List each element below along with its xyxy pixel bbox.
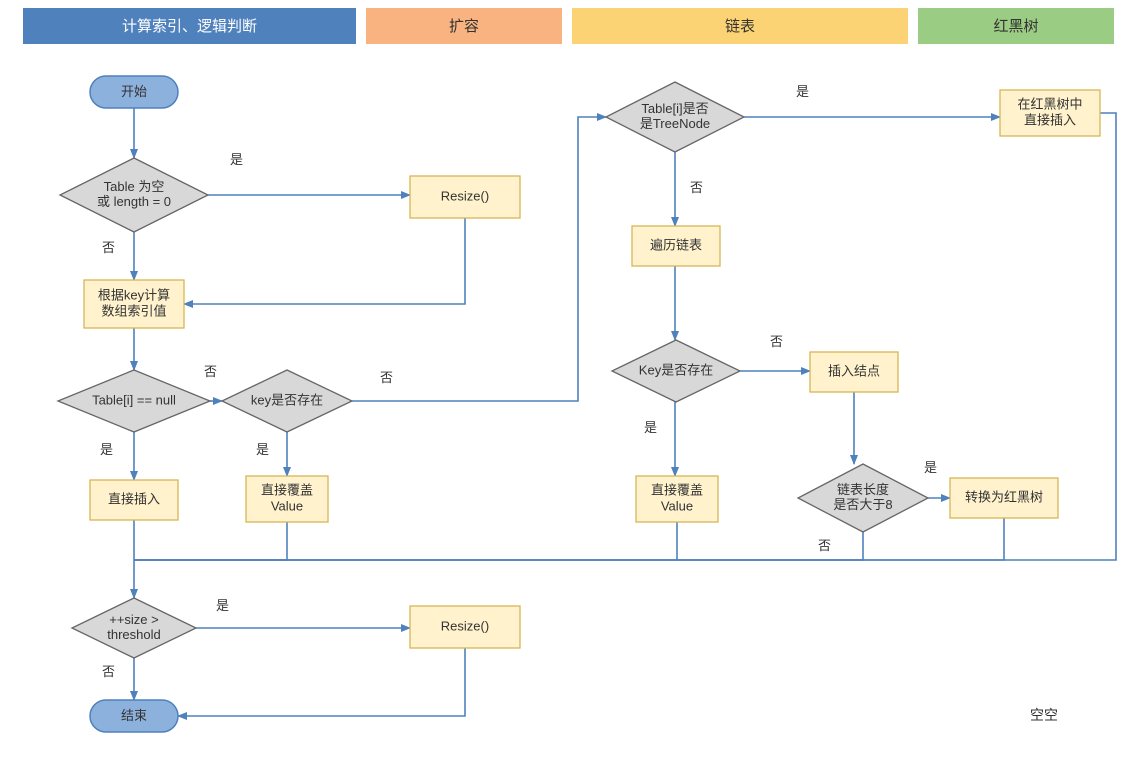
svg-text:遍历链表: 遍历链表 — [650, 238, 702, 253]
svg-text:结束: 结束 — [121, 708, 147, 723]
node-p_rbins: 在红黑树中直接插入 — [1000, 90, 1100, 136]
svg-text:数组索引值: 数组索引值 — [101, 304, 166, 319]
edge-label: 否 — [380, 370, 393, 385]
edge-label: 否 — [690, 180, 703, 195]
node-p_insert: 直接插入 — [90, 480, 178, 520]
svg-text:是否大于8: 是否大于8 — [833, 497, 892, 512]
svg-text:Table[i]是否: Table[i]是否 — [641, 101, 708, 116]
svg-text:直接插入: 直接插入 — [1024, 113, 1076, 128]
svg-text:++size >: ++size > — [109, 612, 159, 627]
svg-text:根据key计算: 根据key计算 — [98, 287, 170, 302]
edge-label: 是 — [216, 598, 229, 613]
node-d_null: Table[i] == null — [58, 370, 210, 432]
edge-label: 否 — [770, 334, 783, 349]
flow-edge — [134, 522, 287, 560]
flow-edge — [134, 532, 863, 560]
flow-edge — [184, 218, 465, 304]
svg-text:在红黑树中: 在红黑树中 — [1017, 96, 1082, 111]
node-p_over1: 直接覆盖 Value — [246, 476, 328, 522]
svg-text:Table 为空: Table 为空 — [104, 179, 165, 194]
lane-header-label: 红黑树 — [993, 18, 1038, 35]
watermark-text: 空空 — [1030, 707, 1058, 723]
node-p_insnode: 插入结点 — [810, 352, 898, 392]
edge-label: 否 — [818, 538, 831, 553]
svg-text:直接覆盖: 直接覆盖 — [261, 482, 313, 497]
lane-header: 红黑树 — [918, 8, 1114, 44]
node-d_keyex2: Key是否存在 — [612, 340, 740, 402]
svg-text:插入结点: 插入结点 — [828, 364, 880, 379]
svg-text:Resize(): Resize() — [441, 619, 489, 634]
lane-header: 计算索引、逻辑判断 — [23, 8, 356, 44]
flow-edge — [352, 117, 606, 401]
node-p_resize1: Resize() — [410, 176, 520, 218]
svg-text:key是否存在: key是否存在 — [251, 392, 323, 407]
svg-text:或 length = 0: 或 length = 0 — [97, 194, 171, 209]
edge-label: 否 — [102, 240, 115, 255]
lane-header-label: 计算索引、逻辑判断 — [122, 17, 257, 35]
edge-label: 是 — [644, 420, 657, 435]
node-p_trav: 遍历链表 — [632, 226, 720, 266]
node-p_hash: 根据key计算数组索引值 — [84, 280, 184, 328]
svg-text:Resize(): Resize() — [441, 189, 489, 204]
node-d_empty: Table 为空或 length = 0 — [60, 158, 208, 232]
node-d_len8: 链表长度是否大于8 — [798, 464, 928, 532]
svg-text:是TreeNode: 是TreeNode — [640, 116, 710, 131]
lane-header-label: 链表 — [725, 18, 755, 35]
svg-text:转换为红黑树: 转换为红黑树 — [965, 490, 1043, 505]
flowchart-canvas: 是否是否是否是否是否是否是否 计算索引、逻辑判断扩容链表红黑树 开始Table … — [0, 0, 1133, 768]
lane-header: 扩容 — [366, 8, 562, 44]
edge-label: 否 — [204, 364, 217, 379]
node-d_size: ++size >threshold — [72, 598, 196, 658]
svg-text:Value: Value — [661, 499, 693, 514]
node-start: 开始 — [90, 76, 178, 108]
node-end: 结束 — [90, 700, 178, 732]
lane-header: 链表 — [572, 8, 908, 44]
edge-label: 否 — [102, 664, 115, 679]
svg-text:Value: Value — [271, 499, 303, 514]
node-d_keyex1: key是否存在 — [222, 370, 352, 432]
node-p_convrb: 转换为红黑树 — [950, 478, 1058, 518]
svg-text:Key是否存在: Key是否存在 — [639, 362, 713, 377]
node-d_tree: Table[i]是否是TreeNode — [606, 82, 744, 152]
edge-label: 是 — [256, 442, 269, 457]
svg-text:直接覆盖: 直接覆盖 — [651, 482, 703, 497]
lane-header-label: 扩容 — [449, 18, 479, 35]
svg-text:直接插入: 直接插入 — [108, 492, 160, 507]
node-p_resize2: Resize() — [410, 606, 520, 648]
edge-label: 是 — [924, 460, 937, 475]
svg-text:链表长度: 链表长度 — [837, 482, 889, 497]
edge-label: 是 — [100, 442, 113, 457]
svg-text:开始: 开始 — [121, 84, 147, 99]
svg-text:threshold: threshold — [107, 627, 160, 642]
edge-label: 是 — [230, 152, 243, 167]
flow-edge — [178, 648, 465, 716]
edge-label: 是 — [796, 84, 809, 99]
svg-text:Table[i] == null: Table[i] == null — [92, 392, 176, 407]
node-p_over2: 直接覆盖 Value — [636, 476, 718, 522]
